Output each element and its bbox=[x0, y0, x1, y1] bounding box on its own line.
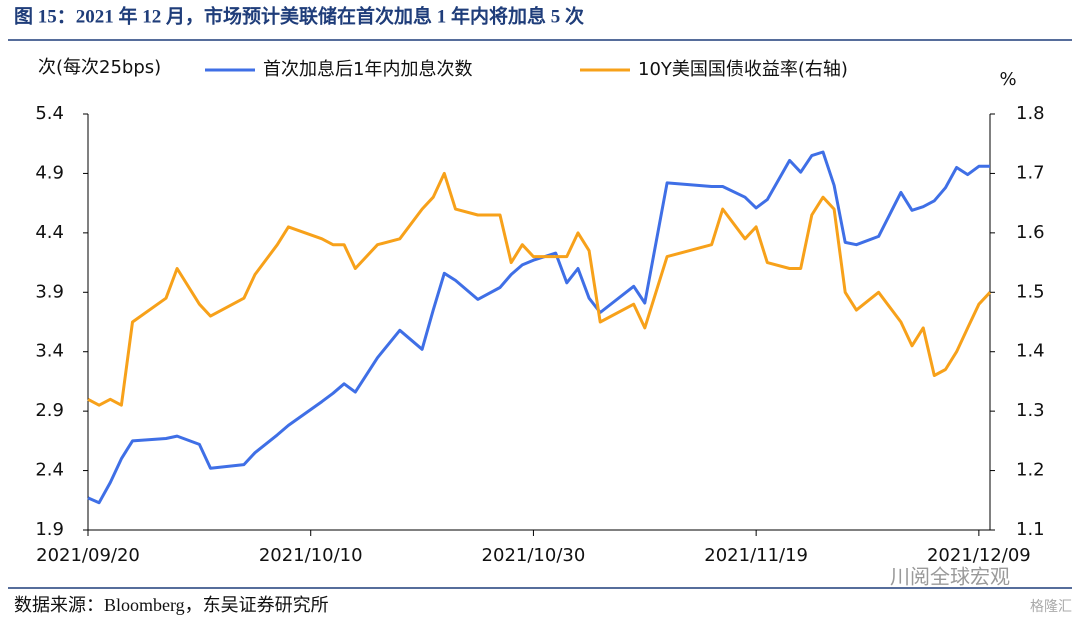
x-tick-label: 2021/10/30 bbox=[482, 545, 586, 566]
y2-tick-label: 1.1 bbox=[1016, 519, 1045, 540]
x-tick-label: 2021/10/10 bbox=[259, 545, 363, 566]
y2-axis-label: % bbox=[999, 69, 1016, 90]
y-tick-label: 2.4 bbox=[35, 460, 64, 481]
y-tick-label: 4.4 bbox=[35, 222, 64, 243]
line-series bbox=[87, 150, 990, 505]
legend-label: 首次加息后1年内加息次数 bbox=[263, 59, 472, 80]
y2-tick-label: 1.8 bbox=[1016, 103, 1045, 124]
y-tick-label: 2.9 bbox=[35, 400, 64, 421]
y2-tick-label: 1.6 bbox=[1016, 222, 1045, 243]
source: 数据来源：Bloomberg，东吴证券研究所 bbox=[14, 595, 329, 615]
y-tick-label: 3.9 bbox=[35, 281, 64, 302]
chart-title: 图 15：2021 年 12 月，市场预计美联储在首次加息 1 年内将加息 5 … bbox=[14, 4, 584, 27]
y-axis-label: 次(每次25bps) bbox=[38, 57, 161, 78]
x-tick-label: 2021/12/09 bbox=[927, 545, 1031, 566]
y2-tick-label: 1.5 bbox=[1016, 281, 1045, 302]
y2-tick-label: 1.4 bbox=[1016, 341, 1045, 362]
x-tick-label: 2021/11/19 bbox=[704, 545, 808, 566]
y2-tick-label: 1.3 bbox=[1016, 400, 1045, 421]
y-tick-label: 5.4 bbox=[35, 103, 64, 124]
line-series bbox=[87, 171, 992, 407]
watermark: 川阅全球宏观 bbox=[890, 565, 1010, 589]
y-tick-label: 1.9 bbox=[35, 519, 64, 540]
y2-tick-label: 1.2 bbox=[1016, 460, 1045, 481]
y-tick-label: 4.9 bbox=[35, 162, 64, 183]
y2-tick-label: 1.7 bbox=[1016, 162, 1045, 183]
y-tick-label: 3.4 bbox=[35, 341, 64, 362]
x-tick-label: 2021/09/20 bbox=[36, 545, 140, 566]
legend-label: 10Y美国国债收益率(右轴) bbox=[638, 59, 848, 80]
watermark: 格隆汇 bbox=[1030, 599, 1072, 615]
